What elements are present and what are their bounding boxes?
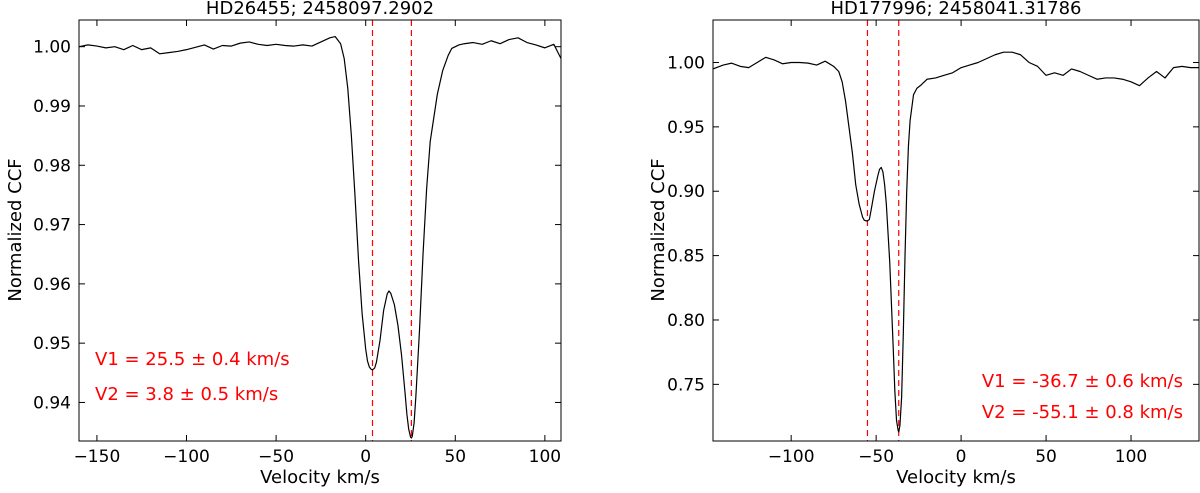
y-tick-label-left: 0.97: [33, 216, 71, 236]
x-tick-label-right: 0: [956, 447, 967, 467]
x-axis-label-left: Velocity km/s: [260, 467, 380, 488]
x-tick-label-left: −100: [163, 447, 210, 467]
x-tick-label-left: 100: [529, 447, 561, 467]
x-tick-label-left: −50: [258, 447, 294, 467]
x-tick-label-right: −100: [768, 447, 815, 467]
x-axis-label-right: Velocity km/s: [896, 467, 1016, 488]
plot-right: −100 −50 0 50 100 0.75 0.80 0.85 0.90 0.95 1.00: [667, 20, 1199, 467]
plot-left: −150 −100 −50 0 50 100 0.94 0.95 0.96 0.97 0.98 0.9…: [33, 20, 561, 467]
x-tick-label-left: 50: [444, 447, 466, 467]
y-tick-label-right: 0.80: [667, 311, 705, 331]
chart-title-left: HD26455; 2458097.2902: [206, 0, 434, 19]
x-tick-label-right: 100: [1115, 447, 1147, 467]
y-tick-label-left: 0.96: [33, 275, 71, 295]
chart-title-right: HD177996; 2458041.31786: [830, 0, 1081, 19]
y-tick-label-left: 0.99: [33, 97, 71, 117]
y-tick-label-right: 0.95: [667, 118, 705, 138]
x-tick-label-right: 50: [1035, 447, 1057, 467]
annotation-v1-right: V1 = -36.7 ± 0.6 km/s: [982, 371, 1183, 392]
y-axis-label-left: Normalized CCF: [5, 158, 26, 301]
annotation-v2-left: V2 = 3.8 ± 0.5 km/s: [95, 384, 278, 405]
annotation-v2-right: V2 = -55.1 ± 0.8 km/s: [982, 402, 1183, 423]
x-tick-label-left: 0: [360, 447, 371, 467]
y-tick-label-right: 0.85: [667, 247, 705, 267]
y-tick-label-left: 0.95: [33, 334, 71, 354]
y-axis-label-right: Normalized CCF: [648, 158, 669, 301]
annotation-v1-left: V1 = 25.5 ± 0.4 km/s: [95, 349, 290, 370]
ccf-series-line-right: [713, 51, 1199, 433]
ccf-series-line-left: [79, 35, 561, 439]
y-tick-label-left: 1.00: [33, 38, 71, 58]
y-tick-label-right: 0.90: [667, 182, 705, 202]
x-tick-label-left: −150: [74, 447, 121, 467]
panel-right: HD177996; 2458041.31786 −100 −50 0 50 100 0.7…: [648, 0, 1200, 488]
y-tick-label-right: 0.75: [667, 375, 705, 395]
plot-frame-left: [78, 19, 562, 442]
x-tick-label-right: −50: [858, 447, 894, 467]
plot-frame-right: [712, 19, 1200, 442]
y-tick-label-left: 0.98: [33, 156, 71, 176]
panel-left: HD26455; 2458097.2902 −150 −100 −50 0 50 100 0…: [5, 0, 562, 488]
y-tick-label-left: 0.94: [33, 393, 71, 413]
y-tick-label-right: 1.00: [667, 53, 705, 73]
